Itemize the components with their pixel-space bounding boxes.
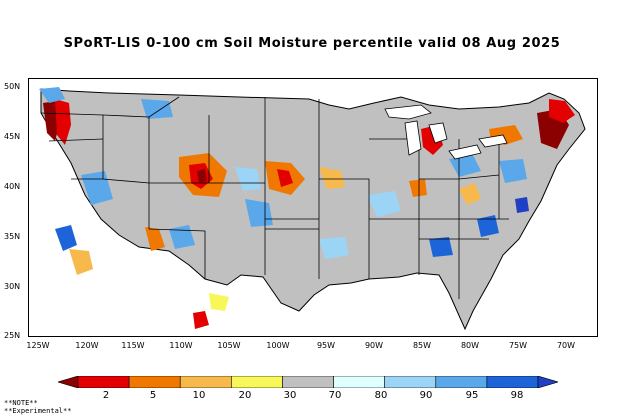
- colorbar-tick-80: 80: [374, 390, 388, 401]
- lon-label-75w: 75W: [508, 341, 528, 350]
- map-title: SPoRT-LIS 0-100 cm Soil Moisture percent…: [63, 36, 561, 51]
- lon-label-70w: 70W: [556, 341, 576, 350]
- lon-label-95w: 95W: [316, 341, 336, 350]
- colorbar-tick-90: 90: [419, 390, 433, 401]
- colorbar-segment: [384, 375, 437, 389]
- lon-label-125w: 125W: [26, 341, 50, 350]
- lat-label-50n: 50N: [4, 82, 21, 91]
- colorbar-segment: [435, 375, 488, 389]
- colorbar-tick-30: 30: [283, 390, 297, 401]
- colorbar-tick-20: 20: [238, 390, 252, 401]
- colorbar-segment: [231, 375, 283, 389]
- lon-label-100w: 100W: [266, 341, 290, 350]
- colorbar-segment: [486, 375, 539, 389]
- lon-label-80w: 80W: [460, 341, 480, 350]
- colorbar-segment: [179, 375, 232, 389]
- colorbar-tick-2: 2: [102, 390, 110, 401]
- lat-label-45n: 45N: [4, 132, 21, 141]
- colorbar-tick-10: 10: [192, 390, 206, 401]
- wet-anomalies: [39, 87, 529, 259]
- lat-label-25n: 25N: [4, 331, 21, 340]
- colorbar-tick-70: 70: [328, 390, 342, 401]
- note-label: **NOTE**: [4, 399, 38, 407]
- colorbar: [56, 373, 560, 389]
- lon-label-110w: 110W: [169, 341, 193, 350]
- colorbar-tick-98: 98: [510, 390, 524, 401]
- colorbar-segment: [128, 375, 181, 389]
- lat-label-40n: 40N: [4, 182, 21, 191]
- great-lakes: [384, 104, 508, 160]
- state-boundaries: [40, 96, 509, 299]
- lon-label-105w: 105W: [217, 341, 241, 350]
- colorbar-segment: [77, 375, 130, 389]
- lat-label-30n: 30N: [4, 282, 21, 291]
- lon-label-120w: 120W: [75, 341, 99, 350]
- lon-label-115w: 115W: [121, 341, 145, 350]
- lon-label-85w: 85W: [412, 341, 432, 350]
- dry-anomalies: [43, 99, 575, 329]
- lat-label-35n: 35N: [4, 232, 21, 241]
- conus-landmass: [40, 88, 586, 331]
- experimental-label: **Experimental**: [4, 407, 72, 415]
- colorbar-extend-low: [56, 375, 79, 389]
- colorbar-tick-95: 95: [465, 390, 479, 401]
- colorbar-extend-high: [537, 375, 560, 389]
- colorbar-tick-5: 5: [149, 390, 157, 401]
- colorbar-segment: [333, 375, 385, 389]
- colorbar-segment: [282, 375, 334, 389]
- soil-moisture-map: [28, 78, 598, 337]
- lon-label-90w: 90W: [364, 341, 384, 350]
